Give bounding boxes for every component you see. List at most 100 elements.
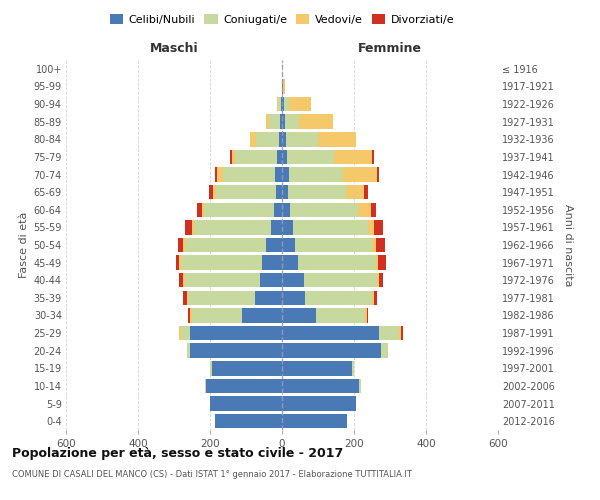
Bar [282, 308, 316, 322]
Bar [185, 273, 260, 287]
Bar [377, 273, 379, 287]
Bar [305, 290, 372, 305]
Bar [289, 185, 346, 200]
Bar [280, 114, 282, 129]
Text: Popolazione per età, sesso e stato civile - 2017: Popolazione per età, sesso e stato civil… [12, 448, 343, 460]
Bar [282, 79, 283, 94]
Bar [190, 344, 282, 358]
Y-axis label: Fasce di età: Fasce di età [19, 212, 29, 278]
Bar [282, 378, 359, 393]
Bar [185, 220, 192, 234]
Bar [232, 150, 235, 164]
Bar [204, 202, 274, 217]
Bar [223, 168, 275, 181]
Bar [401, 326, 403, 340]
Bar [304, 273, 377, 287]
Bar [181, 256, 262, 270]
Bar [210, 396, 282, 411]
Bar [282, 290, 305, 305]
Bar [275, 185, 282, 200]
Bar [379, 326, 399, 340]
Bar [181, 326, 190, 340]
Bar [364, 185, 368, 200]
Bar [318, 132, 356, 146]
Bar [216, 185, 275, 200]
Bar [282, 168, 289, 181]
Text: Femmine: Femmine [358, 42, 422, 54]
Bar [290, 202, 358, 217]
Bar [282, 256, 298, 270]
Bar [282, 273, 304, 287]
Bar [377, 168, 379, 181]
Bar [255, 290, 282, 305]
Bar [187, 290, 188, 305]
Bar [194, 220, 271, 234]
Bar [295, 238, 372, 252]
Bar [260, 273, 282, 287]
Bar [381, 344, 388, 358]
Bar [379, 273, 383, 287]
Bar [277, 150, 282, 164]
Bar [282, 414, 347, 428]
Bar [282, 396, 356, 411]
Bar [282, 132, 286, 146]
Bar [271, 220, 282, 234]
Bar [376, 238, 385, 252]
Bar [367, 308, 368, 322]
Bar [266, 238, 282, 252]
Bar [282, 326, 379, 340]
Bar [183, 238, 185, 252]
Bar [235, 150, 277, 164]
Bar [192, 308, 242, 322]
Bar [287, 150, 334, 164]
Bar [316, 308, 365, 322]
Bar [262, 256, 282, 270]
Bar [188, 308, 190, 322]
Bar [212, 361, 282, 376]
Bar [206, 378, 282, 393]
Bar [284, 97, 289, 112]
Bar [282, 150, 287, 164]
Bar [183, 273, 185, 287]
Bar [215, 414, 282, 428]
Bar [187, 344, 190, 358]
Bar [282, 185, 289, 200]
Bar [359, 378, 361, 393]
Bar [190, 308, 192, 322]
Bar [215, 168, 217, 181]
Bar [372, 238, 376, 252]
Bar [266, 114, 269, 129]
Bar [282, 202, 290, 217]
Bar [286, 132, 318, 146]
Bar [179, 326, 181, 340]
Bar [274, 202, 282, 217]
Bar [230, 150, 232, 164]
Bar [299, 114, 334, 129]
Bar [285, 114, 299, 129]
Bar [289, 97, 311, 112]
Bar [374, 220, 383, 234]
Bar [275, 168, 282, 181]
Bar [176, 256, 179, 270]
Bar [210, 361, 212, 376]
Bar [282, 344, 381, 358]
Bar [358, 202, 371, 217]
Bar [293, 220, 368, 234]
Bar [256, 132, 279, 146]
Bar [289, 168, 343, 181]
Bar [343, 168, 377, 181]
Bar [371, 202, 376, 217]
Bar [185, 238, 266, 252]
Bar [188, 290, 255, 305]
Bar [282, 238, 295, 252]
Bar [217, 168, 223, 181]
Bar [179, 273, 183, 287]
Bar [277, 97, 278, 112]
Bar [190, 326, 282, 340]
Bar [282, 114, 285, 129]
Bar [368, 220, 374, 234]
Bar [334, 150, 372, 164]
Bar [282, 97, 284, 112]
Text: COMUNE DI CASALI DEL MANCO (CS) - Dati ISTAT 1° gennaio 2017 - Elaborazione TUTT: COMUNE DI CASALI DEL MANCO (CS) - Dati I… [12, 470, 412, 479]
Bar [346, 185, 364, 200]
